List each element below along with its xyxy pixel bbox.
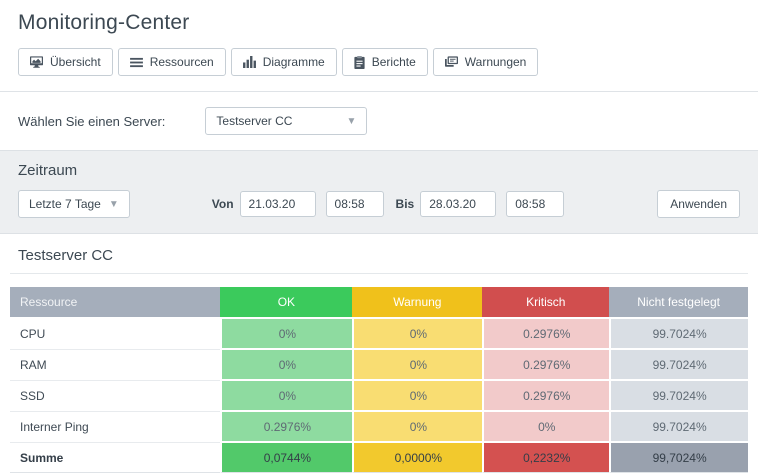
bis-label: Bis [395,197,415,211]
resource-status-table: Ressource OK Warnung Kritisch Nicht fest… [10,287,748,473]
column-header-kritisch: Kritisch [482,287,610,319]
column-header-warnung: Warnung [352,287,483,319]
chevron-down-icon: ▼ [108,198,119,210]
von-time-input[interactable] [325,191,384,217]
resource-name: Interner Ping [10,412,221,443]
column-header-nicht-festgelegt: Nicht festgelegt [609,287,748,319]
nicht-festgelegt-value: 99.7024% [609,350,748,381]
tab-label: Berichte [371,55,416,69]
nicht-festgelegt-value: 99.7024% [609,381,748,412]
server-section-title: Testserver CC [18,247,114,264]
zeitraum-section: Zeitraum Letzte 7 Tage ▼ Von Bis Anwende… [0,150,758,234]
nicht-festgelegt-value: 99.7024% [609,319,748,350]
ok-value: 0% [220,319,353,350]
tab-label: Diagramme [262,55,325,69]
tab-label: Ressourcen [149,55,214,69]
von-date-input[interactable] [239,191,316,217]
summary-label: Summe [10,443,221,473]
column-header-ressource: Ressource [10,287,221,319]
ok-value: 0% [220,381,353,412]
von-label: Von [211,197,234,211]
tab-label: Übersicht [50,55,101,69]
bis-time-input[interactable] [506,191,565,217]
chevron-down-icon: ▼ [346,115,357,127]
warnung-value: 0% [352,350,483,381]
resource-name: SSD [10,381,221,412]
kritisch-value: 0.2976% [482,381,610,412]
kritisch-value: 0.2976% [482,350,610,381]
tab-bar: Übersicht Ressourcen Diagramme Berichte … [0,48,758,91]
warnung-value: 0% [352,381,483,412]
clipboard-icon [354,55,365,69]
section-divider [0,91,758,92]
zeitraum-title: Zeitraum [18,162,78,179]
resource-name: RAM [10,350,221,381]
bar-chart-icon [242,56,256,68]
tab-label: Warnungen [464,55,527,69]
preset-range-value: Letzte 7 Tage [29,197,101,211]
zeitraum-controls: Letzte 7 Tage ▼ Von Bis Anwenden [18,190,740,218]
list-icon [129,57,143,68]
anwenden-button[interactable]: Anwenden [657,190,740,218]
tab-warnungen[interactable]: Warnungen [432,48,539,76]
nicht-festgelegt-value: 99.7024% [609,412,748,443]
monitor-alert-icon [444,56,458,68]
page-header: Monitoring-Center [0,0,758,35]
tab-ressourcen[interactable]: Ressourcen [117,48,226,76]
server-select-row: Wählen Sie einen Server: Testserver CC ▼ [0,92,758,150]
server-section-header: Testserver CC [10,234,748,274]
warnung-value: 0% [352,412,483,443]
table-header-row: Ressource OK Warnung Kritisch Nicht fest… [10,287,748,319]
summary-ok-value: 0,0744% [220,443,353,473]
kritisch-value: 0% [482,412,610,443]
summary-nicht-festgelegt-value: 99,7024% [609,443,748,473]
bis-date-input[interactable] [420,191,497,217]
resource-name: CPU [10,319,221,350]
table-row: CPU 0% 0% 0.2976% 99.7024% [10,319,748,350]
tab-berichte[interactable]: Berichte [341,48,428,76]
preset-range-dropdown[interactable]: Letzte 7 Tage ▼ [18,190,130,218]
column-header-ok: OK [220,287,353,319]
summary-warnung-value: 0,0000% [352,443,483,473]
table-row: RAM 0% 0% 0.2976% 99.7024% [10,350,748,381]
tab-uebersicht[interactable]: Übersicht [18,48,113,76]
warnung-value: 0% [352,319,483,350]
table-row: Interner Ping 0.2976% 0% 0% 99.7024% [10,412,748,443]
server-select-label: Wählen Sie einen Server: [18,113,166,129]
summary-kritisch-value: 0,2232% [482,443,610,473]
ok-value: 0% [220,350,353,381]
server-select-dropdown[interactable]: Testserver CC ▼ [205,107,368,135]
page-title: Monitoring-Center [18,11,190,34]
server-select-value: Testserver CC [216,114,293,128]
table-row: SSD 0% 0% 0.2976% 99.7024% [10,381,748,412]
tab-diagramme[interactable]: Diagramme [230,48,337,76]
monitor-icon [30,56,43,68]
kritisch-value: 0.2976% [482,319,610,350]
table-summary-row: Summe 0,0744% 0,0000% 0,2232% 99,7024% [10,443,748,473]
ok-value: 0.2976% [220,412,353,443]
resource-status-table-wrap: Ressource OK Warnung Kritisch Nicht fest… [10,287,748,473]
